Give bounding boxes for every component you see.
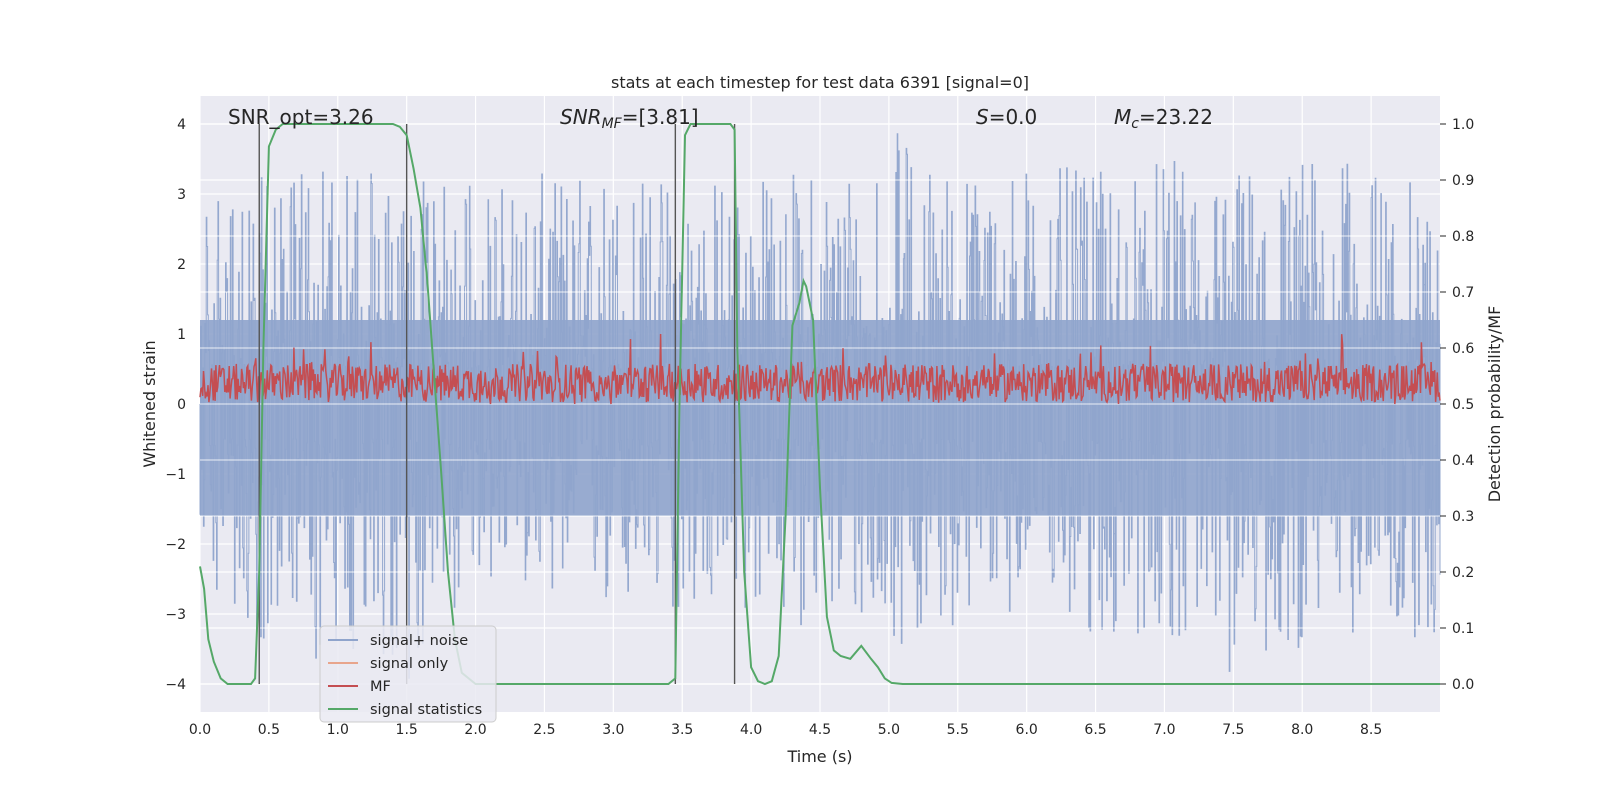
annotation-mc-rest: =23.22 [1139,105,1213,129]
annotation-snr-mf: SNRMF=[3.81] [560,105,699,132]
x-axis-label: Time (s) [786,747,852,766]
x-tick-label: 0.0 [189,722,211,738]
legend-label-signal-noise: signal+ noise [370,633,468,649]
y-tick-label-right: 0.9 [1452,173,1474,189]
annotation-snr-opt: SNR_opt=3.26 [228,105,374,129]
y-tick-label-left: −4 [165,677,186,693]
y-tick-label-left: 2 [177,257,186,273]
y-tick-label-right: 0.8 [1452,229,1474,245]
annotation-mc-sub: c [1131,116,1139,132]
x-tick-label: 4.5 [809,722,831,738]
y-tick-label-right: 0.5 [1452,397,1474,413]
annotation-s: S=0.0 [976,105,1037,129]
x-axis-ticks: 0.0 0.5 1.0 1.5 2.0 2.5 3.0 3.5 4.0 4.5 5.0 5.5 6.0 6… [189,722,1382,738]
y-axis-right-ticks: 0.0 0.1 0.2 0.3 0.4 0.5 0.6 0.7 0.8 0.9 1.0 [1440,117,1474,693]
y-tick-label-left: −2 [165,537,186,553]
legend: signal+ noise signal only MF signal stat… [319,625,497,723]
signal-statistics-line [199,123,1440,686]
x-tick-label: 6.5 [1084,722,1106,738]
x-tick-label: 5.5 [947,722,969,738]
annotation-snr-mf-sub: MF [602,116,623,132]
x-tick-label: 4.0 [740,722,762,738]
y-tick-label-right: 0.4 [1452,453,1474,469]
x-tick-label: 0.5 [258,722,280,738]
annotation-s-rest: =0.0 [989,105,1038,129]
series-signal-statistics [199,123,1440,686]
annotation-snr-mf-main: SNR [560,105,602,129]
legend-label-signal-only: signal only [370,656,449,672]
y-tick-label-left: −3 [165,607,186,623]
annotation-mc: Mc=23.22 [1114,105,1213,132]
chart-title: stats at each timestep for test data 639… [611,73,1029,92]
x-tick-label: 7.0 [1153,722,1175,738]
y-tick-label-left: 1 [177,327,186,343]
x-tick-label: 2.0 [464,722,486,738]
legend-label-mf: MF [370,679,391,695]
y-tick-label-left: 3 [177,187,186,203]
x-tick-label: 1.5 [396,722,418,738]
annotation-snr-mf-rest: =[3.81] [622,105,699,129]
legend-box [319,625,497,723]
y-tick-label-right: 0.3 [1452,509,1474,525]
y-tick-label-right: 0.2 [1452,565,1474,581]
x-tick-label: 3.0 [602,722,624,738]
y-tick-label-right: 0.6 [1452,341,1474,357]
y-tick-label-left: 4 [177,117,186,133]
x-tick-label: 8.0 [1291,722,1313,738]
y-tick-label-right: 0.7 [1452,285,1474,301]
annotation-mc-main: M [1114,105,1131,129]
y-tick-label-right: 0.1 [1452,621,1474,637]
x-tick-label: 2.5 [533,722,555,738]
y-axis-right-label: Detection probability/MF [1485,306,1504,503]
x-tick-label: 8.5 [1360,722,1382,738]
x-tick-label: 5.0 [878,722,900,738]
x-tick-label: 6.0 [1016,722,1038,738]
y-axis-left-ticks: −4 −3 −2 −1 0 1 2 3 4 [165,117,186,693]
x-tick-label: 3.5 [671,722,693,738]
x-tick-label: 1.0 [327,722,349,738]
y-tick-label-left: 0 [177,397,186,413]
legend-label-signal-statistics: signal statistics [370,702,482,718]
y-tick-label-right: 0.0 [1452,677,1474,693]
x-tick-label: 7.5 [1222,722,1244,738]
y-axis-left-label: Whitened strain [140,340,159,467]
annotation-s-main: S [976,105,989,129]
y-tick-label-left: −1 [165,467,186,483]
y-tick-label-right: 1.0 [1452,117,1474,133]
